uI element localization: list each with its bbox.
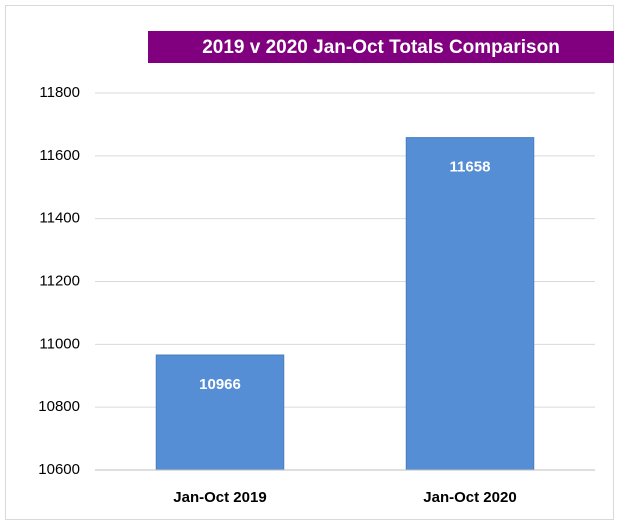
data-label: 10966 [199,376,241,393]
y-tick-label: 11800 [39,84,80,101]
data-label: 11658 [450,159,491,176]
bar [155,354,285,471]
bar [405,137,535,471]
y-tick-label: 11200 [39,272,80,289]
x-tick-label: Jan-Oct 2019 [173,489,266,506]
y-tick-label: 10800 [38,398,80,415]
chart-title: 2019 v 2020 Jan-Oct Totals Comparison [202,37,560,58]
title-background [148,31,614,63]
y-tick-label: 11600 [39,147,80,164]
x-tick-label: Jan-Oct 2020 [423,489,516,506]
y-tick-label: 11000 [39,335,80,352]
y-tick-label: 11400 [39,210,80,227]
y-tick-label: 10600 [38,461,80,478]
